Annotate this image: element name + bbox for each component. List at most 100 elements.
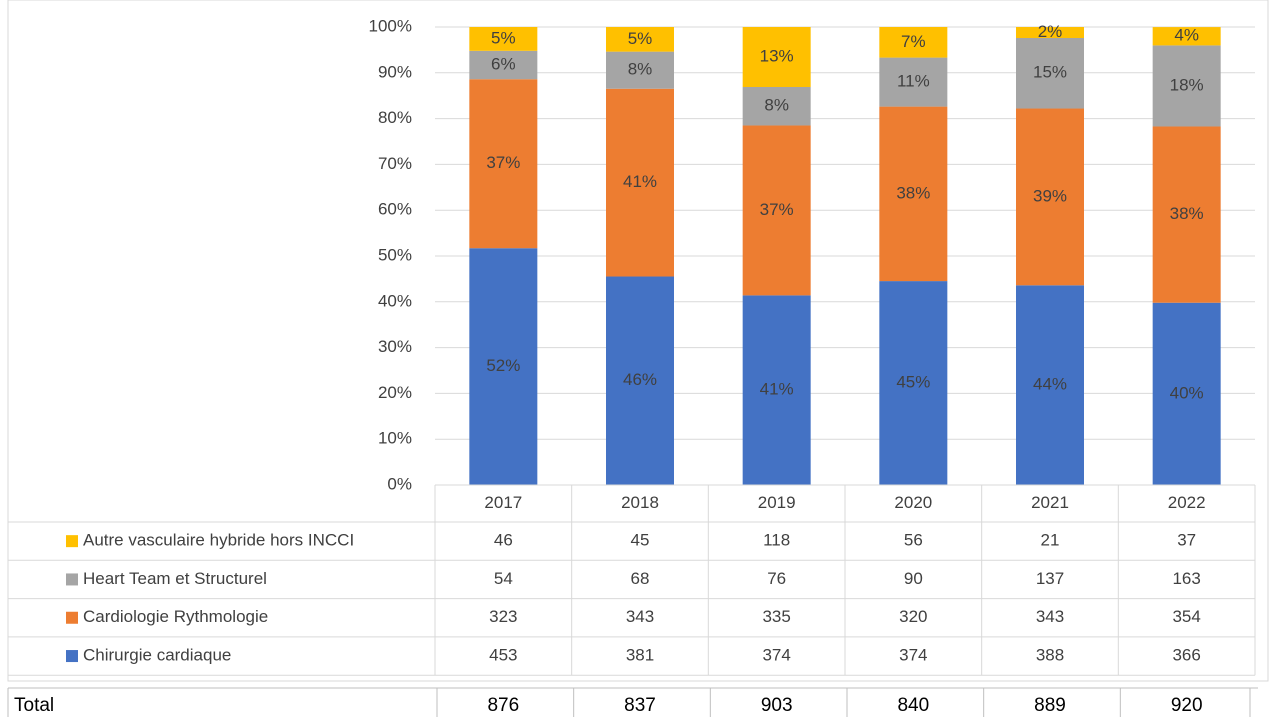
data-label: 2% <box>1038 22 1063 41</box>
data-label: 52% <box>486 356 520 375</box>
table-cell: 21 <box>1041 531 1060 550</box>
bar-segment <box>469 27 538 51</box>
table-cell: 137 <box>1036 569 1064 588</box>
legend-label: Autre vasculaire hybride hors INCCI <box>83 531 354 550</box>
y-tick-label: 50% <box>378 245 412 264</box>
total-cell: 837 <box>624 695 656 716</box>
bar-segment <box>879 27 948 58</box>
total-cell: 889 <box>1034 695 1066 716</box>
y-tick-label: 100% <box>369 16 412 35</box>
bar-segment <box>879 57 948 107</box>
legend-label: Heart Team et Structurel <box>83 569 267 588</box>
data-label: 37% <box>760 200 794 219</box>
table-cell: 388 <box>1036 646 1064 665</box>
x-tick-label: 2017 <box>484 493 522 512</box>
bar-segment <box>879 281 948 485</box>
y-tick-label: 90% <box>378 62 412 81</box>
legend-swatch <box>66 535 78 548</box>
bar-segment <box>742 295 811 485</box>
bar-segment <box>1152 45 1221 127</box>
bar-segment <box>469 248 538 485</box>
bar-segment <box>469 50 538 80</box>
y-tick-label: 0% <box>387 474 412 493</box>
bar-segment <box>1152 27 1221 46</box>
data-label: 15% <box>1033 63 1067 82</box>
data-label: 5% <box>628 29 653 48</box>
table-cell: 46 <box>494 531 513 550</box>
legend-label: Cardiologie Rythmologie <box>83 607 268 626</box>
data-label: 5% <box>491 28 516 47</box>
table-cell: 76 <box>767 569 786 588</box>
data-label: 44% <box>1033 375 1067 394</box>
bar-segment <box>742 125 811 296</box>
table-cell: 381 <box>626 646 654 665</box>
bar-segment <box>1016 37 1084 109</box>
total-cell: 903 <box>761 695 793 716</box>
y-tick-label: 10% <box>378 429 412 448</box>
table-cell: 343 <box>1036 607 1064 626</box>
bar-segment <box>1152 302 1221 485</box>
legend-swatch <box>66 611 78 624</box>
bar-segment <box>469 79 538 249</box>
x-tick-label: 2020 <box>894 493 932 512</box>
table-cell: 453 <box>489 646 517 665</box>
legend-swatch <box>66 650 78 663</box>
y-tick-label: 60% <box>378 200 412 219</box>
legend-swatch <box>66 573 78 586</box>
data-label: 13% <box>760 46 794 65</box>
data-label: 40% <box>1170 383 1204 402</box>
data-label: 18% <box>1170 75 1204 94</box>
table-cell: 45 <box>631 531 650 550</box>
table-cell: 354 <box>1172 607 1200 626</box>
x-tick-label: 2018 <box>621 493 659 512</box>
y-tick-label: 70% <box>378 154 412 173</box>
data-label: 41% <box>760 380 794 399</box>
x-tick-label: 2019 <box>758 493 796 512</box>
y-tick-label: 80% <box>378 108 412 127</box>
chart-frame <box>7 0 1269 682</box>
data-label: 37% <box>486 153 520 172</box>
bar-segment <box>1152 126 1221 303</box>
data-label: 46% <box>623 370 657 389</box>
data-label: 4% <box>1174 26 1199 45</box>
table-cell: 366 <box>1172 646 1200 665</box>
table-cell: 54 <box>494 569 513 588</box>
bar-segment <box>742 27 811 87</box>
table-cell: 118 <box>763 531 790 550</box>
data-label: 38% <box>1170 204 1204 223</box>
data-label: 45% <box>896 373 930 392</box>
bar-segment <box>1016 108 1084 286</box>
total-cell: 840 <box>897 695 929 716</box>
bar-segment <box>606 51 674 89</box>
bar-segment <box>742 86 811 126</box>
y-tick-label: 20% <box>378 383 412 402</box>
total-label: Total <box>14 695 54 716</box>
data-label: 41% <box>623 172 657 191</box>
y-tick-label: 30% <box>378 337 412 356</box>
table-cell: 37 <box>1177 531 1196 550</box>
legend-label: Chirurgie cardiaque <box>83 646 231 665</box>
table-cell: 320 <box>899 607 927 626</box>
bar-segment <box>1016 285 1084 485</box>
bar-segment <box>879 106 948 282</box>
table-cell: 90 <box>904 569 923 588</box>
data-label: 8% <box>628 60 653 79</box>
y-tick-label: 40% <box>378 291 412 310</box>
data-label: 11% <box>897 72 930 91</box>
data-label: 8% <box>764 96 789 115</box>
total-cell: 920 <box>1171 695 1203 716</box>
table-cell: 323 <box>489 607 517 626</box>
table-cell: 343 <box>626 607 654 626</box>
bar-segment <box>1016 27 1084 38</box>
table-cell: 56 <box>904 531 923 550</box>
data-label: 38% <box>896 183 930 202</box>
data-label: 6% <box>491 54 516 73</box>
table-cell: 374 <box>762 646 790 665</box>
table-cell: 68 <box>631 569 650 588</box>
bar-segment <box>606 27 674 52</box>
x-tick-label: 2022 <box>1168 493 1206 512</box>
table-cell: 335 <box>762 607 790 626</box>
x-tick-label: 2021 <box>1031 493 1069 512</box>
total-cell: 876 <box>487 695 519 716</box>
